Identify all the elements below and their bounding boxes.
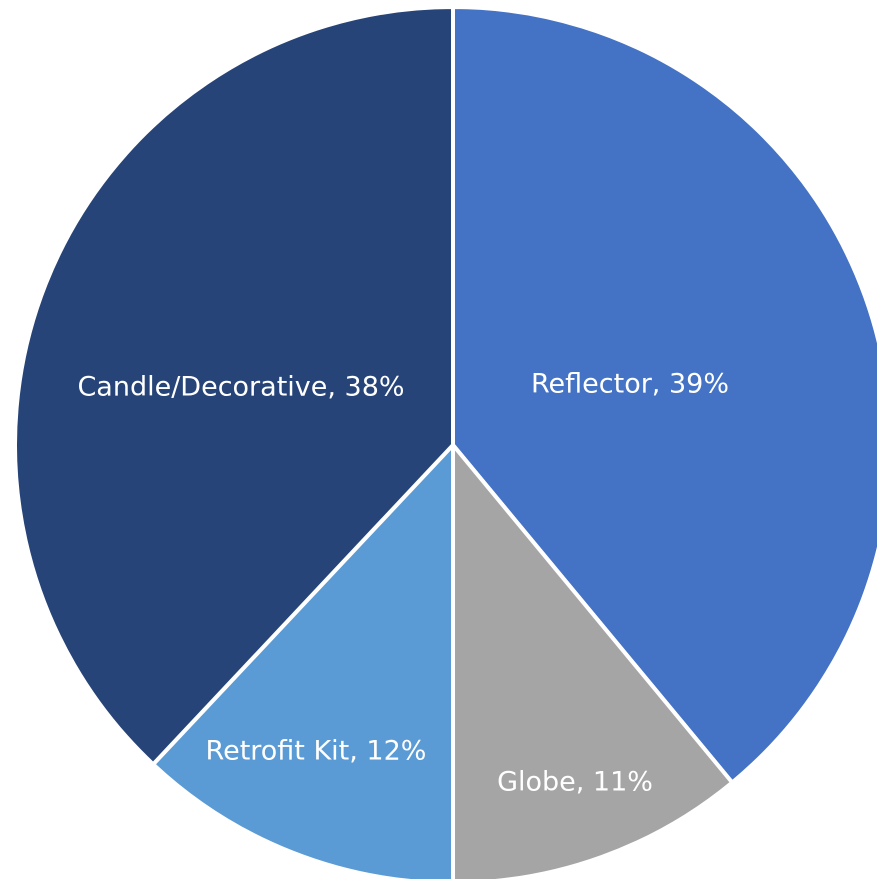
data-label-retrofit-kit: Retrofit Kit, 12% [206, 736, 427, 767]
pie-slice-retrofit-kit [151, 443, 455, 879]
data-label-globe: Globe, 11% [497, 767, 653, 798]
pie-slice-candle-decorative [13, 5, 455, 767]
pie-slice-reflector [451, 5, 877, 785]
pie-data-labels: Reflector, 39% Globe, 11% Retrofit Kit, 12… [77, 369, 729, 798]
pie-slice-globe [451, 443, 735, 879]
data-label-reflector: Reflector, 39% [531, 369, 729, 400]
data-label-candle-decorative: Candle/Decorative, 38% [77, 372, 404, 403]
pie-slices [13, 5, 877, 879]
